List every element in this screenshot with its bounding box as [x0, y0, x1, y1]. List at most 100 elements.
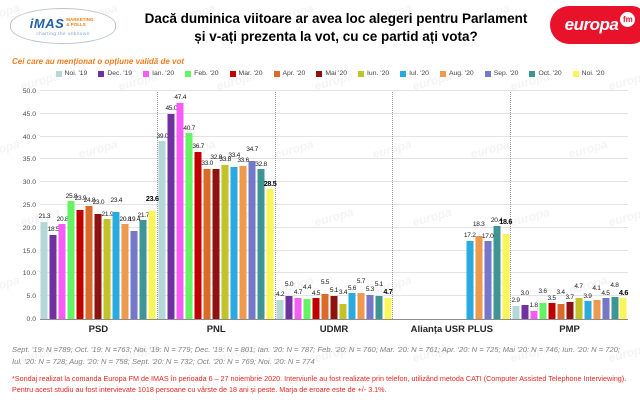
- legend-swatch: [143, 70, 150, 77]
- bar: [357, 293, 365, 319]
- bar-value-label: 5.1: [374, 280, 384, 288]
- bar-value-label: 5.7: [356, 278, 366, 286]
- bar-chart: 0.0 5.0 10.0 15.0 20.0 25.0 30.0 35.0 40.0 45.0 50…: [23, 88, 629, 335]
- gridline: [40, 204, 628, 205]
- legend-item: Mar. '20: [229, 70, 263, 77]
- bar-value-label: 20.8: [56, 215, 69, 223]
- bar: [103, 219, 111, 319]
- bar: [384, 297, 392, 319]
- bar: [158, 141, 166, 319]
- bar: [148, 211, 156, 319]
- chart-subtitle: Cei care au menționat o opțiune validă d…: [12, 57, 185, 66]
- y-axis-tick-label: 40.0: [22, 133, 36, 141]
- legend-item: Feb. '20: [185, 70, 219, 77]
- legend-item: Ian. '20: [143, 70, 174, 77]
- legend-label: Iun. '20: [367, 70, 390, 77]
- bar: [493, 225, 501, 319]
- bar: [348, 293, 356, 319]
- bar: [194, 151, 202, 319]
- title-line-2: și v-ați prezenta la vot, cu ce partid a…: [194, 29, 478, 45]
- bar-value-label: 4.1: [592, 285, 601, 293]
- legend-swatch: [484, 70, 491, 77]
- legend-label: Aug. '20: [448, 70, 474, 77]
- bar-value-label: 23.9: [74, 195, 87, 203]
- legend-label: Dec. '19: [107, 70, 133, 77]
- bar-group-psd: 21.3 18.5 20.8 25.8 23.9 24.8 23.0 21.9 23.4 20.8…: [39, 92, 159, 335]
- europafm-logo-fm-badge: fm: [620, 11, 636, 27]
- bar-value-label: 36.7: [192, 143, 205, 151]
- y-axis-tick-label: 20.0: [22, 224, 36, 232]
- footnote-methodology: *Sondaj realizat la comanda Europa FM de…: [12, 374, 627, 394]
- bar-value-label: 32.8: [255, 160, 267, 168]
- bar-value-label: 4.6: [618, 287, 629, 297]
- category-label: Alianța USR PLUS: [410, 324, 493, 335]
- legend-swatch: [98, 70, 105, 77]
- bar-value-label: 4.2: [275, 291, 285, 299]
- bar: [557, 303, 565, 319]
- bar: [167, 113, 175, 319]
- bar: [239, 165, 247, 319]
- imas-logo-text: iMAS: [29, 15, 65, 31]
- legend-item: Apr. '20: [273, 70, 305, 77]
- bar: [619, 298, 627, 319]
- bar: [230, 166, 238, 319]
- bar: [257, 169, 265, 319]
- legend-label: Oct. '20: [538, 70, 562, 77]
- legend-item: Aug. '20: [439, 70, 474, 77]
- legend-item: Sep. '20: [484, 70, 518, 77]
- bar: [76, 210, 84, 319]
- gridline: [40, 295, 628, 297]
- bar-value-label: 33.4: [228, 151, 240, 159]
- bar: [512, 305, 520, 319]
- bar: [276, 299, 284, 319]
- legend-swatch: [316, 70, 323, 77]
- bar-value-label: 4.4: [302, 283, 312, 291]
- bar-value-label: 4.5: [311, 289, 321, 297]
- bar: [312, 298, 320, 319]
- bar-group-alian-a-usr-plus: 17.2 18.3 17.0 20.4 18.6 Alianța USR PLUS: [393, 92, 512, 335]
- legend-label: Iul. '20: [409, 70, 429, 77]
- bar-value-label: 3.9: [583, 292, 592, 300]
- chart-legend: Noi. '19 Dec. '19 Ian. '20 Feb. '20 Mar. '20…: [30, 70, 630, 77]
- bar: [566, 302, 574, 319]
- bar: [176, 102, 184, 319]
- bar-value-label: 32.8: [210, 154, 223, 162]
- bar-value-label: 4.7: [574, 282, 583, 290]
- bar-value-label: 33.8: [219, 156, 231, 164]
- bar-value-label: 3.5: [547, 294, 556, 302]
- bar-value-label: 23.4: [110, 197, 123, 205]
- bar-value-label: 3.0: [520, 290, 530, 298]
- legend-item: Iun. '20: [358, 70, 389, 77]
- bar-value-label: 5.3: [365, 286, 375, 294]
- bar: [584, 301, 592, 319]
- bar: [521, 305, 529, 319]
- category-label: UDMR: [319, 324, 349, 335]
- gridline: [40, 181, 628, 183]
- bar-value-label: 5.5: [320, 278, 330, 286]
- bar-value-label: 21.7: [137, 211, 150, 219]
- imas-logo: iMAS MARKETING & POLLS charting the unkn…: [10, 8, 116, 44]
- bar-value-label: 4.8: [610, 282, 619, 290]
- bar-group-udmr: 4.2 5.0 4.7 4.4 4.5 5.5 5.1 3.4 5.6 5.7 5.3 5.1 4.7 U…: [275, 92, 394, 335]
- y-axis-tick-label: 30.0: [22, 179, 36, 187]
- bar-value-label: 3.4: [556, 288, 565, 296]
- bar: [139, 220, 147, 319]
- europafm-logo-word: europa: [564, 15, 619, 34]
- bar-value-label: 18.5: [47, 226, 60, 234]
- y-axis-tick-label: 35.0: [22, 156, 36, 164]
- bar: [466, 240, 474, 319]
- bar: [502, 234, 510, 319]
- bar: [121, 224, 129, 319]
- footnote-sample-sizes: Sept. '19: N =789; Oct. '19: N =763; Noi…: [12, 345, 621, 367]
- bar: [611, 297, 618, 319]
- bar: [212, 169, 220, 319]
- gridline: [40, 112, 628, 114]
- bar-value-label: 34.7: [246, 145, 258, 153]
- legend-label: Mai '20: [325, 70, 348, 77]
- gridline: [40, 135, 628, 137]
- bar: [266, 189, 274, 319]
- legend-swatch: [358, 70, 365, 77]
- bar: [330, 295, 338, 319]
- bar-value-label: 4.7: [383, 287, 393, 297]
